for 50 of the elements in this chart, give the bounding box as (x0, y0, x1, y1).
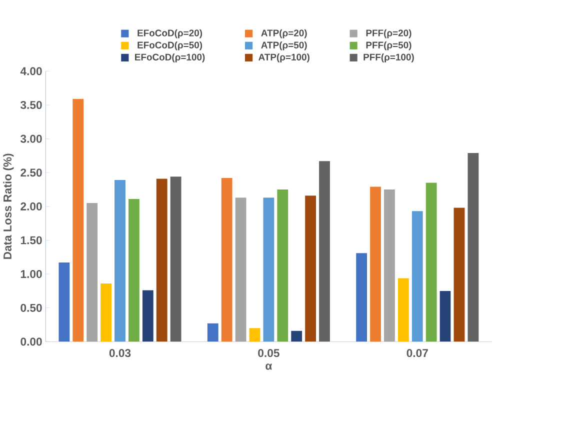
x-tick-label: 0.03 (109, 348, 131, 357)
bar (235, 197, 246, 342)
bar (454, 208, 465, 342)
bar (468, 152, 479, 342)
legend-label: EFoCoD(ρ=50) (138, 41, 202, 50)
bar (370, 186, 381, 342)
y-tick-label: 2.00 (20, 202, 42, 210)
bar (114, 180, 126, 342)
bar (86, 202, 98, 342)
bar (72, 98, 84, 342)
bar (291, 330, 302, 342)
bar (277, 189, 288, 342)
legend-label: ATP(ρ=20) (261, 29, 307, 38)
bar (142, 290, 154, 342)
bar (263, 197, 274, 342)
bar (384, 189, 395, 342)
bar (319, 160, 330, 342)
bar (207, 323, 218, 342)
bar (305, 195, 316, 342)
legend-label: PFF(ρ=20) (366, 29, 412, 38)
bar (356, 252, 368, 342)
x-axis-title: α (266, 363, 272, 370)
y-axis-title: Data Loss Ratio (%) (3, 154, 14, 259)
bar (440, 290, 451, 342)
y-tick-label: 3.00 (20, 134, 42, 143)
y-tick-label: 3.50 (20, 100, 42, 109)
legend-label: EFoCoD(ρ=100) (135, 53, 205, 62)
y-tick-label: 2.50 (20, 168, 42, 176)
y-tick-label: 0.00 (20, 338, 42, 346)
legend-label: ATP(ρ=50) (261, 41, 307, 50)
bar (426, 182, 437, 342)
bar (221, 178, 232, 342)
bar (100, 283, 112, 342)
bar (156, 178, 168, 342)
legend-label: PFF(ρ=50) (366, 41, 412, 50)
y-tick-label: 1.00 (20, 270, 42, 278)
legend-label: PFF(ρ=100) (364, 53, 414, 62)
bar (170, 176, 182, 342)
x-tick-label: 0.05 (258, 348, 280, 357)
bar (128, 198, 140, 342)
y-tick-label: 0.50 (20, 304, 42, 312)
bar (398, 278, 409, 342)
bar (58, 262, 70, 342)
bar (249, 328, 260, 342)
legend-label: ATP(ρ=100) (258, 53, 310, 62)
y-tick-label: 1.50 (20, 236, 42, 244)
x-tick-label: 0.07 (406, 348, 428, 357)
legend-label: EFoCoD(ρ=20) (138, 29, 202, 38)
bar (412, 211, 423, 342)
y-tick-label: 4.00 (20, 67, 42, 76)
